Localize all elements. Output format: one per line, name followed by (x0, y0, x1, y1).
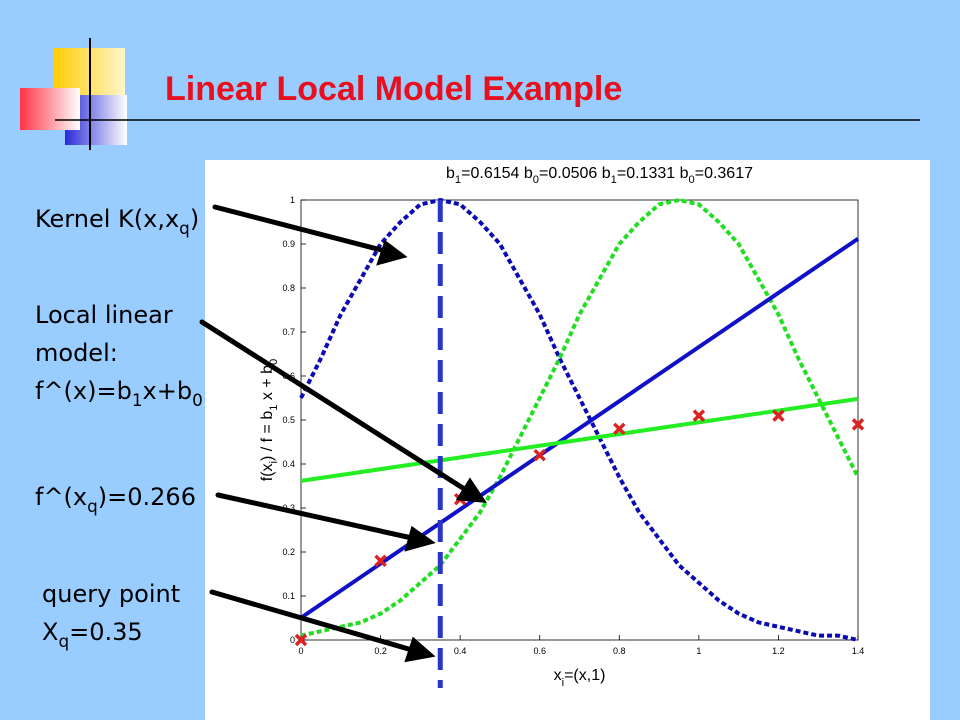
arrow (209, 589, 415, 653)
annotation-part: Kernel K(x,x (35, 205, 179, 233)
y-tick-label: 0 (290, 635, 295, 645)
fit-line (299, 237, 860, 620)
annotations: Kernel K(x,xq)Local linearmodel:f^(x)=b1… (35, 205, 203, 651)
x-tick-label: 1.4 (852, 646, 865, 656)
annotation: model: (35, 339, 118, 367)
data-point (613, 422, 626, 436)
y-tick-label: 0.5 (282, 415, 295, 425)
chart-title-part: 0 (688, 174, 694, 186)
data-point (533, 448, 546, 462)
y-axis-label-part: 1 (268, 405, 280, 411)
fit-line (300, 396, 859, 483)
marker-stroke (613, 422, 626, 436)
marker-stroke (851, 418, 865, 431)
annotation-part: query point (42, 580, 180, 608)
marker-stroke (374, 554, 387, 568)
y-tick-label: 0.7 (282, 327, 295, 337)
y-tick-label: 0.4 (282, 459, 295, 469)
data-point (294, 633, 308, 647)
annotation: f^(xq)=0.266 (35, 483, 196, 516)
y-tick-label: 0.3 (282, 503, 295, 513)
y-tick-label: 0.8 (282, 283, 295, 293)
annotation: Local linear (35, 301, 173, 329)
marker-stroke (692, 409, 706, 422)
arrowhead (376, 239, 408, 266)
chart-title-part: =0.1331 b (617, 165, 689, 182)
x-tick-label: 1.2 (772, 646, 785, 656)
y-tick-label: 1 (290, 195, 295, 205)
y-tick-label: 0.2 (282, 547, 295, 557)
annotation-part: X (42, 618, 58, 646)
deco-square (20, 88, 80, 130)
chart-title: b1=0.6154 b0=0.0506 b1=0.1331 b0=0.3617 (446, 165, 753, 186)
marker-stroke (772, 409, 785, 422)
chart-title-part: 1 (455, 174, 461, 186)
y-axis-label-part: 0 (268, 359, 280, 365)
arrow (199, 319, 469, 493)
x-axis-label-part: =(x,1) (564, 667, 605, 684)
data-point (692, 409, 706, 422)
annotation-part: f^(x (35, 483, 87, 511)
chart: 00.20.40.60.811.21.400.10.20.30.40.50.60… (259, 165, 864, 689)
y-axis-label-part: i (268, 461, 280, 464)
annotation-part: f^(x)=b (35, 377, 132, 405)
x-tick-label: 0.4 (454, 646, 467, 656)
x-tick-label: 0.6 (533, 646, 546, 656)
annotation-part: 0 (192, 390, 203, 410)
slide-title: Linear Local Model Example (165, 70, 622, 108)
arrowhead (455, 477, 487, 503)
annotation-part: )=0.266 (98, 483, 196, 511)
marker-stroke (533, 448, 546, 462)
y-axis-label-part: x + b (259, 365, 276, 405)
x-tick-label: 1 (696, 646, 701, 656)
arrow (215, 492, 415, 541)
annotation: Kernel K(x,xq) (35, 205, 199, 238)
data-point (851, 418, 865, 431)
annotation: f^(x)=b1x+b0 (35, 377, 203, 410)
annotation: Xq=0.35 (42, 618, 143, 651)
chart-title-part: =0.3617 (695, 165, 753, 182)
y-axis-label: f(xi) / f = b1 x + b0 (259, 359, 280, 482)
annotation-part: ) (190, 205, 199, 233)
x-tick-label: 0 (298, 646, 303, 656)
chart-title-part: =0.6154 b (461, 165, 533, 182)
kernel-curve (299, 197, 859, 642)
marker-stroke (294, 633, 308, 647)
y-axis-label-part: ) / f = b (259, 411, 276, 461)
x-tick-label: 0.2 (374, 646, 387, 656)
y-tick-label: 0.1 (282, 591, 295, 601)
arrowhead (404, 525, 436, 552)
y-axis-label-part: f(x (259, 464, 276, 482)
chart-title-part: =0.0506 b (539, 165, 611, 182)
chart-title-part: 1 (611, 174, 617, 186)
annotation-part: model: (35, 339, 118, 367)
annotation-part: q (58, 631, 69, 651)
x-axis-label-part: x (554, 667, 562, 684)
kernel-curve (300, 197, 860, 638)
annotation-part: q (87, 496, 98, 516)
x-axis-label-part: i (562, 677, 565, 689)
annotation-part: =0.35 (69, 618, 143, 646)
chart-title-part: b (446, 165, 455, 182)
annotation-part: 1 (132, 390, 143, 410)
x-tick-label: 0.8 (613, 646, 626, 656)
arrowhead (404, 636, 436, 663)
x-axis-label: xi=(x,1) (554, 667, 606, 689)
annotation-part: q (179, 218, 190, 238)
arrows (199, 204, 487, 663)
data-point (374, 554, 387, 568)
arrow (212, 204, 388, 254)
chart-title-part: 0 (533, 174, 539, 186)
annotation-part: Local linear (35, 301, 173, 329)
y-tick-label: 0.9 (282, 239, 295, 249)
annotation: query point (42, 580, 180, 608)
data-point (772, 409, 785, 422)
annotation-part: x+b (143, 377, 193, 405)
